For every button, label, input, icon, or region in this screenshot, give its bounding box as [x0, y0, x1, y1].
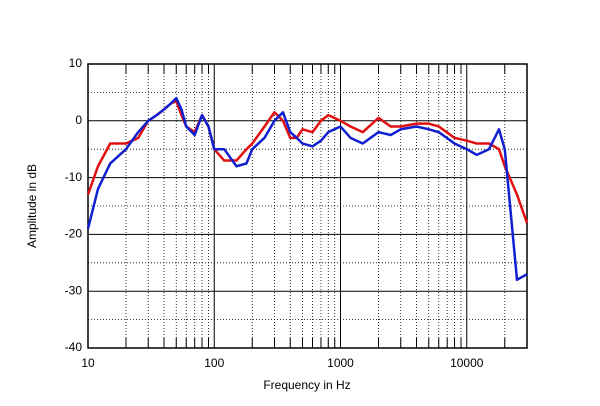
y-tick-label: 10 [69, 56, 83, 70]
y-tick-label: -10 [65, 170, 83, 184]
x-tick-label: 100 [204, 356, 224, 370]
x-axis-label: Frequency in Hz [263, 378, 350, 392]
x-tick-label: 10000 [450, 356, 484, 370]
y-tick-label: -30 [65, 283, 83, 297]
y-tick-label: -20 [65, 227, 83, 241]
x-tick-label: 1000 [327, 356, 354, 370]
y-tick-label: -40 [65, 340, 83, 354]
y-axis-label: Amplitude in dB [25, 164, 39, 248]
x-tick-label: 10 [81, 356, 95, 370]
series-line [86, 99, 529, 224]
y-tick-label: 0 [75, 113, 82, 127]
series-line [86, 96, 528, 282]
plot-frame [87, 63, 528, 349]
